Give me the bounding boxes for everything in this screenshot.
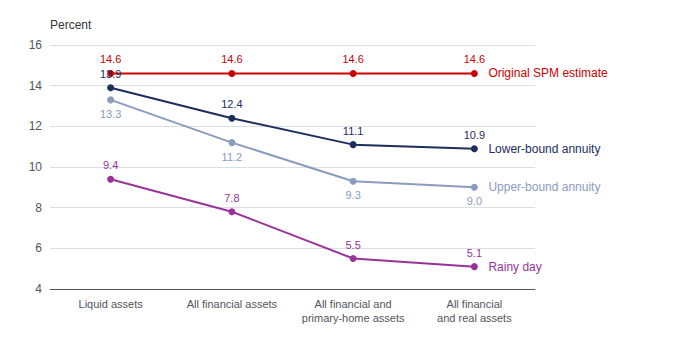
svg-text:Percent: Percent bbox=[50, 18, 92, 32]
svg-text:4: 4 bbox=[35, 282, 42, 296]
svg-text:11.1: 11.1 bbox=[343, 125, 364, 137]
svg-text:6: 6 bbox=[35, 241, 42, 255]
svg-text:9.3: 9.3 bbox=[345, 189, 360, 201]
svg-text:and real assets: and real assets bbox=[437, 312, 512, 324]
svg-text:Liquid assets: Liquid assets bbox=[79, 298, 144, 310]
svg-text:5.1: 5.1 bbox=[467, 247, 482, 259]
svg-text:11.2: 11.2 bbox=[222, 151, 243, 163]
svg-text:All financial and: All financial and bbox=[315, 298, 392, 310]
svg-text:7.8: 7.8 bbox=[224, 192, 239, 204]
svg-text:Original SPM estimate: Original SPM estimate bbox=[488, 66, 608, 80]
svg-text:14.6: 14.6 bbox=[464, 53, 485, 65]
svg-text:Upper-bound annuity: Upper-bound annuity bbox=[488, 180, 600, 194]
svg-text:Rainy day: Rainy day bbox=[488, 260, 541, 274]
svg-text:10: 10 bbox=[29, 160, 43, 174]
svg-text:9.4: 9.4 bbox=[103, 159, 118, 171]
svg-text:16: 16 bbox=[29, 38, 43, 52]
svg-text:13.3: 13.3 bbox=[100, 108, 121, 120]
svg-text:12: 12 bbox=[29, 119, 43, 133]
svg-text:13.9: 13.9 bbox=[100, 68, 121, 80]
svg-text:12.4: 12.4 bbox=[221, 98, 242, 110]
svg-text:10.9: 10.9 bbox=[464, 129, 485, 141]
svg-text:14.6: 14.6 bbox=[342, 53, 363, 65]
svg-text:All financial: All financial bbox=[447, 298, 503, 310]
svg-text:9.0: 9.0 bbox=[467, 195, 482, 207]
svg-text:primary-home assets: primary-home assets bbox=[302, 312, 405, 324]
svg-text:5.5: 5.5 bbox=[345, 239, 360, 251]
svg-text:All financial assets: All financial assets bbox=[187, 298, 278, 310]
svg-text:14.6: 14.6 bbox=[221, 53, 242, 65]
svg-text:14: 14 bbox=[29, 79, 43, 93]
svg-text:14.6: 14.6 bbox=[100, 53, 121, 65]
svg-text:8: 8 bbox=[35, 201, 42, 215]
svg-text:Lower-bound annuity: Lower-bound annuity bbox=[488, 142, 600, 156]
